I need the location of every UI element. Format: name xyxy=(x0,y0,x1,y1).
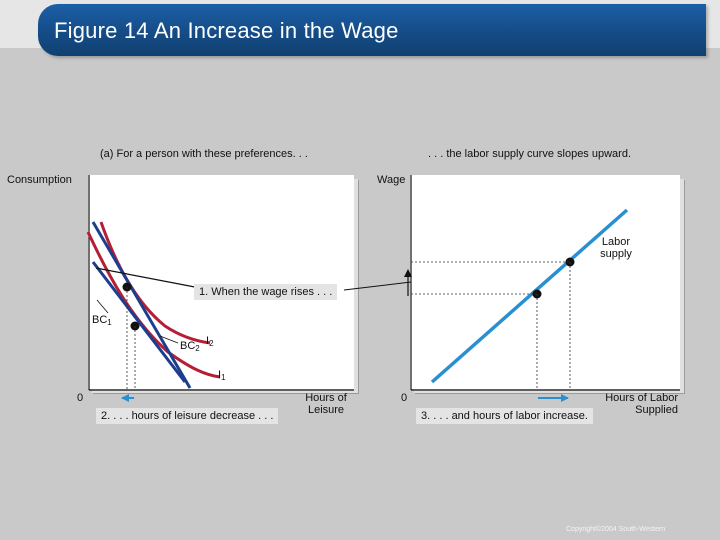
left-y-axis-label: Consumption xyxy=(7,174,72,186)
copyright-text: Copyright©2004 South-Western xyxy=(566,526,666,533)
bc1-label-sub: 1 xyxy=(107,318,112,327)
title-bar: Figure 14 An Increase in the Wage xyxy=(38,4,706,56)
bc1-label: BC1 xyxy=(92,314,112,327)
bc1-label-text: BC xyxy=(92,314,108,326)
labor-increase-note: 3. . . . and hours of labor increase. xyxy=(416,408,593,424)
right-panel-caption: . . . the labor supply curve slopes upwa… xyxy=(428,148,631,160)
right-y-axis-label: Wage xyxy=(377,174,406,186)
leisure-decrease-note: 2. . . . hours of leisure decrease . . . xyxy=(96,408,279,424)
figure-title: Figure 14 An Increase in the Wage xyxy=(54,18,399,43)
left-x-axis-label: Hours of Leisure xyxy=(300,392,352,416)
right-x-axis-label-line2: Supplied xyxy=(635,404,678,416)
right-x-axis-label-line1: Hours of Labor xyxy=(605,392,678,404)
left-x-axis-label-line2: Leisure xyxy=(307,404,345,416)
right-x-axis-label: Hours of Labor Supplied xyxy=(588,392,678,416)
bc2-leader xyxy=(159,335,179,344)
bc1-leader xyxy=(96,299,109,314)
labor-supply-label: Labor supply xyxy=(590,236,642,260)
left-origin-label: 0 xyxy=(77,392,84,404)
indifference-curve-i1 xyxy=(86,231,221,379)
left-panel-caption: (a) For a person with these preferences.… xyxy=(100,148,308,160)
left-x-axis-label-line1: Hours of xyxy=(305,392,347,404)
indifference-curve-i2 xyxy=(99,221,211,345)
wage-note-connector xyxy=(343,281,412,291)
budget-constraint-bc2 xyxy=(91,221,192,389)
wage-rises-note: 1. When the wage rises . . . xyxy=(194,284,338,300)
i2-label-text: I xyxy=(206,335,210,347)
i2-label-sub: 2 xyxy=(209,339,214,348)
i2-label: I2 xyxy=(206,335,214,348)
wage-rise-pointer xyxy=(95,267,201,289)
i1-label-sub: 1 xyxy=(221,373,226,382)
labor-supply-label-line2: supply xyxy=(600,248,632,260)
i1-label-text: I xyxy=(218,369,222,381)
budget-constraint-bc1 xyxy=(91,261,187,383)
labor-supply-label-line1: Labor xyxy=(601,236,631,248)
i1-label: I1 xyxy=(218,369,226,382)
bc2-label: BC2 xyxy=(180,340,200,353)
bc2-label-sub: 2 xyxy=(195,344,200,353)
labor-supply-curve xyxy=(430,208,629,384)
bc2-label-text: BC xyxy=(180,340,196,352)
left-panel xyxy=(88,175,354,389)
right-origin-label: 0 xyxy=(401,392,408,404)
